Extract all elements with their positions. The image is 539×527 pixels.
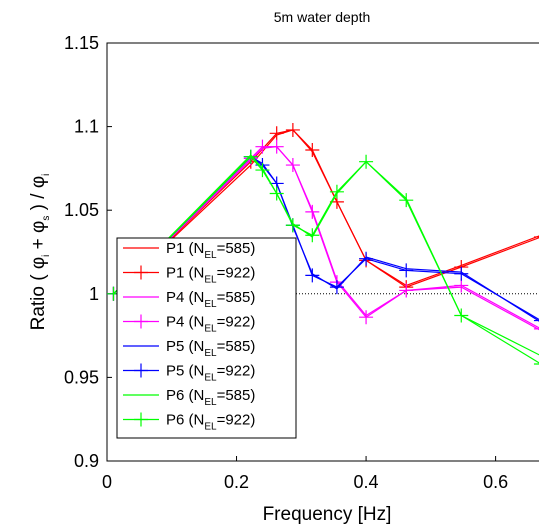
x-tick-label: 0.4 [354, 472, 379, 492]
series-line [113, 129, 539, 295]
legend-entry: P4 (NEL=585) [123, 289, 255, 310]
data-point [454, 266, 469, 281]
y-tick-label: 1.1 [74, 117, 99, 137]
y-tick-label: 0.95 [64, 367, 99, 387]
legend-label: P4 (NEL=922) [166, 314, 255, 335]
legend: P1 (NEL=585) P1 (NEL=922) P4 (NEL=585) P4 (… [116, 237, 297, 439]
series-group [107, 122, 539, 365]
data-point [305, 268, 320, 283]
legend-label: P6 (NEL=922) [166, 412, 255, 433]
data-point [285, 218, 300, 233]
data-point [399, 283, 414, 298]
legend-entry: P4 (NEL=922) [123, 314, 255, 335]
x-tick-label: 0 [102, 472, 112, 492]
series-8 [107, 149, 539, 365]
data-point [359, 251, 374, 266]
legend-entry: P5 (NEL=922) [123, 363, 255, 384]
chart-title: 5m water depth [274, 9, 371, 25]
legend-entry: P5 (NEL=585) [123, 338, 255, 359]
y-axis-label: Ratio ( φi + φs ) / φi [28, 174, 52, 331]
data-point [269, 126, 284, 141]
data-point [243, 149, 258, 164]
legend-entry: P6 (NEL=585) [123, 387, 255, 408]
x-axis-label: Frequency [Hz] [263, 504, 392, 525]
legend-label: P1 (NEL=585) [166, 240, 255, 261]
data-point [269, 139, 284, 154]
legend-label: P6 (NEL=585) [166, 387, 255, 408]
legend-entry: P6 (NEL=922) [123, 412, 255, 433]
data-point [329, 280, 344, 295]
data-point [285, 122, 300, 137]
y-tick-label: 1.05 [64, 200, 99, 220]
data-point [533, 363, 539, 365]
legend-marker [134, 412, 148, 427]
legend-box [116, 237, 297, 439]
data-point [305, 228, 320, 243]
data-point [533, 236, 539, 238]
data-point [454, 278, 469, 293]
data-point [533, 319, 539, 322]
data-point [399, 193, 414, 208]
legend-marker [134, 363, 148, 378]
data-point [305, 204, 320, 219]
data-point [399, 263, 414, 278]
legend-label: P1 (NEL=922) [166, 265, 255, 286]
data-point [359, 154, 374, 169]
data-point [255, 139, 270, 154]
legend-label: P4 (NEL=585) [166, 289, 255, 310]
y-tick-labels: 0.9 0.95 1 1.05 1.1 1.15 [64, 33, 99, 471]
legend-label: P5 (NEL=585) [166, 338, 255, 359]
legend-marker [134, 265, 148, 280]
y-tick-label: 0.9 [74, 451, 99, 471]
data-point [285, 158, 300, 173]
legend-entry: P1 (NEL=922) [123, 265, 255, 286]
data-point [533, 328, 539, 330]
tick-marks [106, 42, 497, 462]
data-point [454, 308, 469, 323]
legend-label: P5 (NEL=922) [166, 363, 255, 384]
x-tick-label: 0.6 [483, 472, 508, 492]
data-point [359, 310, 374, 325]
y-tick-label: 1.15 [64, 33, 99, 53]
x-tick-labels: 0 0.2 0.4 0.6 [102, 472, 508, 492]
x-tick-label: 0.2 [224, 472, 249, 492]
data-point [269, 186, 284, 201]
data-point [329, 184, 344, 199]
legend-marker [134, 314, 148, 329]
y-tick-label: 1 [89, 284, 99, 304]
data-point [255, 163, 270, 178]
data-point [305, 143, 320, 158]
legend-entry: P1 (NEL=585) [123, 240, 255, 261]
